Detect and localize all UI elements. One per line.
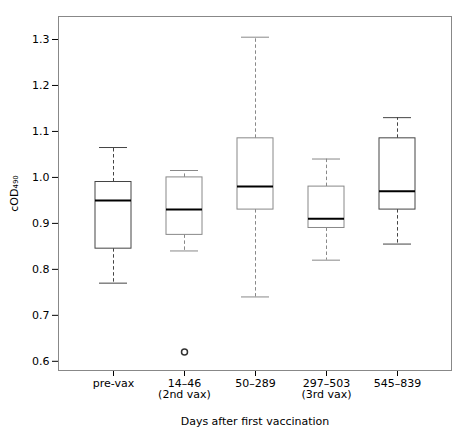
svg-text:50–289: 50–289: [235, 377, 276, 390]
svg-text:0.9: 0.9: [32, 217, 50, 230]
svg-text:0.6: 0.6: [32, 355, 50, 368]
svg-text:1.2: 1.2: [32, 79, 50, 92]
svg-text:1.0: 1.0: [32, 171, 50, 184]
svg-text:1.3: 1.3: [32, 33, 50, 46]
svg-text:0.8: 0.8: [32, 263, 50, 276]
svg-text:pre-vax: pre-vax: [93, 377, 135, 390]
svg-text:14–46(2nd vax): 14–46(2nd vax): [158, 377, 211, 401]
svg-text:1.1: 1.1: [32, 125, 50, 138]
svg-text:0.7: 0.7: [32, 309, 50, 322]
svg-text:297–503(3rd vax): 297–503(3rd vax): [301, 377, 351, 401]
svg-text:cOD₄₉₀: cOD₄₉₀: [8, 175, 21, 212]
svg-text:Days after first vaccination: Days after first vaccination: [181, 415, 330, 428]
svg-text:545–839: 545–839: [374, 377, 422, 390]
